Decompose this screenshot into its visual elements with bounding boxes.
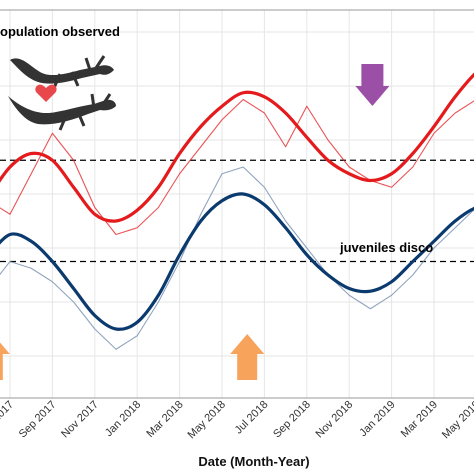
orange-arrow-1	[230, 334, 265, 380]
series-line-0	[0, 98, 474, 236]
annotation-population-observed: opulation observed	[0, 24, 120, 39]
purple-arrow-0	[355, 64, 390, 106]
lizard-icon	[10, 55, 114, 89]
annotation-juveniles-discovered: juveniles disco	[339, 240, 433, 255]
series-line-1	[0, 72, 474, 223]
lizard-icon	[8, 93, 116, 131]
arrows-group	[0, 64, 390, 380]
series-group	[0, 72, 474, 350]
x-axis-title: Date (Month-Year)	[198, 454, 309, 469]
heart-icon	[35, 84, 57, 102]
grid	[0, 9, 474, 399]
reference-lines	[0, 159, 474, 263]
orange-arrow-0	[0, 342, 10, 380]
series-line-3	[0, 192, 474, 331]
series-line-2	[0, 166, 474, 350]
